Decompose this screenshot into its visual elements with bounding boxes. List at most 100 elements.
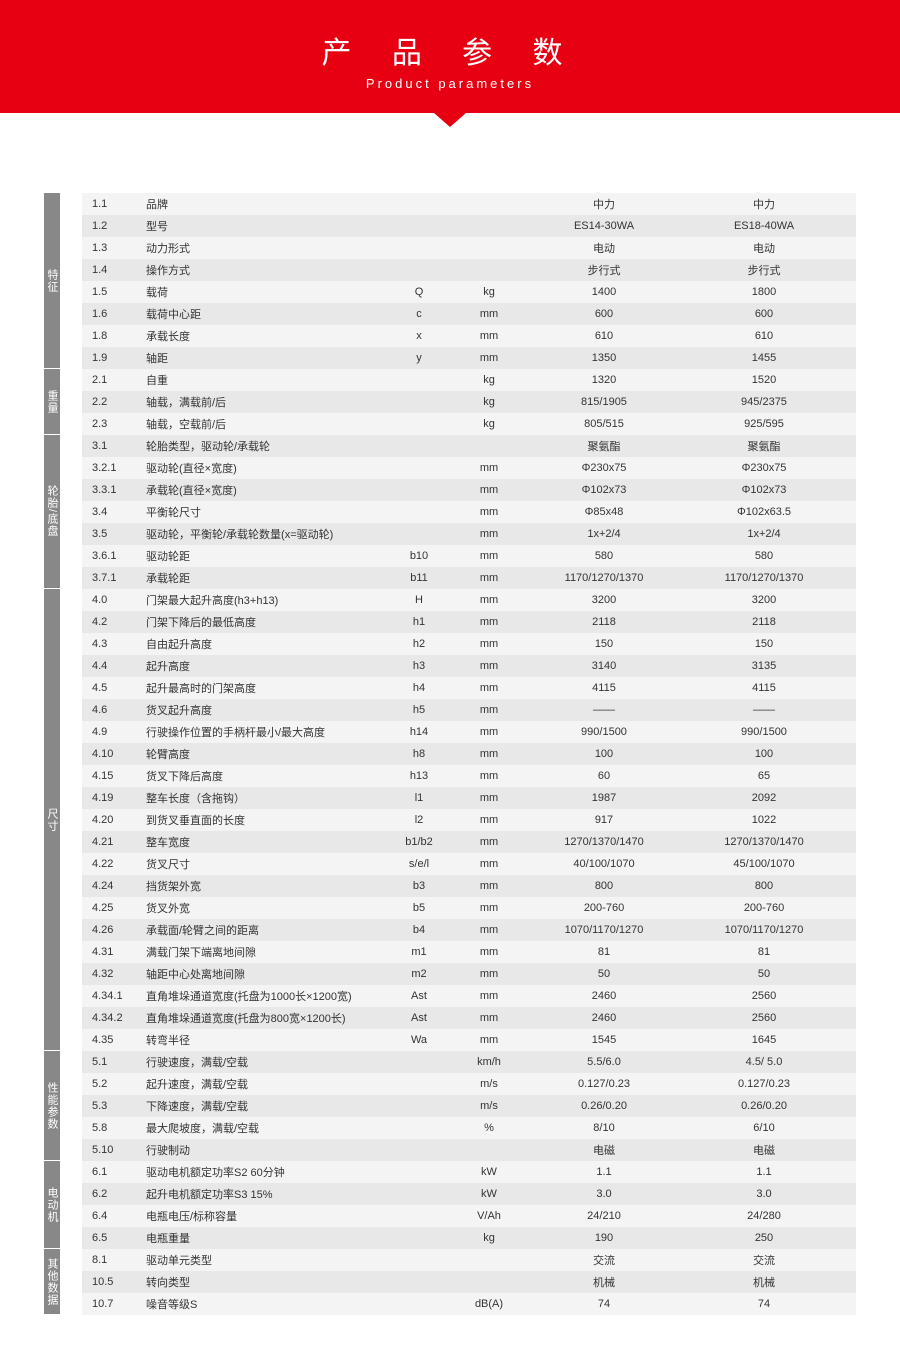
cell-value-model1: 3200 xyxy=(524,589,684,611)
table-row: 5.10行驶制动电磁电磁 xyxy=(82,1139,856,1161)
table-row: 4.20到货叉垂直面的长度l2mm9171022 xyxy=(82,809,856,831)
cell-parameter-name: 驱动轮(直径×宽度) xyxy=(146,457,384,479)
cell-index: 6.1 xyxy=(82,1161,146,1183)
cell-value-model1: 150 xyxy=(524,633,684,655)
table-row: 4.9行驶操作位置的手柄杆最小/最大高度h14mm990/1500990/150… xyxy=(82,721,856,743)
table-row: 1.9轴距ymm13501455 xyxy=(82,347,856,369)
cell-symbol: h8 xyxy=(384,743,454,765)
cell-value-model2: 100 xyxy=(684,743,844,765)
cell-symbol xyxy=(384,1271,454,1293)
cell-unit: kg xyxy=(454,369,524,391)
cell-index: 1.6 xyxy=(82,303,146,325)
cell-value-model1: 990/1500 xyxy=(524,721,684,743)
cell-value-model2: Φ230x75 xyxy=(684,457,844,479)
cell-value-model2: 电磁 xyxy=(684,1139,844,1161)
cell-symbol xyxy=(384,479,454,501)
cell-index: 4.10 xyxy=(82,743,146,765)
table-row: 10.5转向类型机械机械 xyxy=(82,1271,856,1293)
table-row: 8.1驱动单元类型交流交流 xyxy=(82,1249,856,1271)
cell-value-model2: 2560 xyxy=(684,1007,844,1029)
cell-index: 5.10 xyxy=(82,1139,146,1161)
cell-symbol: s/e/l xyxy=(384,853,454,875)
cell-value-model2: Φ102x63.5 xyxy=(684,501,844,523)
cell-value-model2: 1520 xyxy=(684,369,844,391)
cell-unit: mm xyxy=(454,787,524,809)
cell-value-model2: 0.127/0.23 xyxy=(684,1073,844,1095)
cell-value-model1: 8/10 xyxy=(524,1117,684,1139)
cell-value-model2: 4.5/ 5.0 xyxy=(684,1051,844,1073)
cell-symbol xyxy=(384,501,454,523)
cell-unit: mm xyxy=(454,589,524,611)
cell-symbol xyxy=(384,1073,454,1095)
cell-unit: mm xyxy=(454,963,524,985)
table-row: 4.5起升最高时的门架高度h4mm41154115 xyxy=(82,677,856,699)
table-row: 4.24挡货架外宽b3mm800800 xyxy=(82,875,856,897)
category-label: 尺寸 xyxy=(44,589,60,1051)
cell-unit: mm xyxy=(454,919,524,941)
cell-unit: mm xyxy=(454,655,524,677)
cell-symbol xyxy=(384,215,454,237)
cell-parameter-name: 转弯半径 xyxy=(146,1029,384,1051)
cell-symbol: b3 xyxy=(384,875,454,897)
cell-symbol: h4 xyxy=(384,677,454,699)
cell-unit: km/h xyxy=(454,1051,524,1073)
cell-parameter-name: 门架下降后的最低高度 xyxy=(146,611,384,633)
header-banner: 产 品 参 数 Product parameters xyxy=(0,0,900,113)
cell-index: 4.2 xyxy=(82,611,146,633)
cell-parameter-name: 直角堆垛通道宽度(托盘为800宽×1200长) xyxy=(146,1007,384,1029)
cell-unit: mm xyxy=(454,743,524,765)
cell-parameter-name: 轮臂高度 xyxy=(146,743,384,765)
cell-value-model2: 945/2375 xyxy=(684,391,844,413)
table-row: 4.0门架最大起升高度(h3+h13)Hmm32003200 xyxy=(82,589,856,611)
cell-index: 4.32 xyxy=(82,963,146,985)
cell-value-model1: 1270/1370/1470 xyxy=(524,831,684,853)
cell-parameter-name: 操作方式 xyxy=(146,259,384,281)
cell-value-model1: 电磁 xyxy=(524,1139,684,1161)
cell-unit: mm xyxy=(454,941,524,963)
cell-value-model1: 190 xyxy=(524,1227,684,1249)
cell-value-model2: 1170/1270/1370 xyxy=(684,567,844,589)
cell-value-model2: 中力 xyxy=(684,193,844,215)
cell-index: 2.1 xyxy=(82,369,146,391)
cell-unit: mm xyxy=(454,501,524,523)
cell-unit: mm xyxy=(454,303,524,325)
cell-value-model1: 3140 xyxy=(524,655,684,677)
table-row: 6.1驱动电机额定功率S2 60分钟kW1.11.1 xyxy=(82,1161,856,1183)
cell-index: 1.4 xyxy=(82,259,146,281)
cell-symbol: Ast xyxy=(384,985,454,1007)
cell-parameter-name: 行驶操作位置的手柄杆最小/最大高度 xyxy=(146,721,384,743)
cell-parameter-name: 承载轮距 xyxy=(146,567,384,589)
cell-index: 4.22 xyxy=(82,853,146,875)
cell-symbol: Ast xyxy=(384,1007,454,1029)
cell-symbol: b11 xyxy=(384,567,454,589)
cell-unit xyxy=(454,215,524,237)
cell-value-model1: 800 xyxy=(524,875,684,897)
cell-symbol xyxy=(384,1139,454,1161)
data-column: 1.1品牌中力中力1.2型号ES14-30WAES18-40WA1.3动力形式电… xyxy=(82,193,856,1315)
cell-parameter-name: 驱动轮距 xyxy=(146,545,384,567)
table-row: 2.1自重kg13201520 xyxy=(82,369,856,391)
cell-unit xyxy=(454,435,524,457)
cell-symbol: Q xyxy=(384,281,454,303)
cell-index: 4.9 xyxy=(82,721,146,743)
cell-unit: mm xyxy=(454,831,524,853)
cell-index: 4.25 xyxy=(82,897,146,919)
cell-value-model2: 1455 xyxy=(684,347,844,369)
cell-index: 1.1 xyxy=(82,193,146,215)
category-label: 性能参数 xyxy=(44,1051,60,1161)
cell-value-model2: 1022 xyxy=(684,809,844,831)
header-title: 产 品 参 数 xyxy=(0,28,900,72)
cell-symbol: m1 xyxy=(384,941,454,963)
table-row: 5.8最大爬坡度，满载/空载%8/106/10 xyxy=(82,1117,856,1139)
table-row: 4.21整车宽度b1/b2mm1270/1370/14701270/1370/1… xyxy=(82,831,856,853)
cell-index: 10.7 xyxy=(82,1293,146,1315)
cell-value-model2: 0.26/0.20 xyxy=(684,1095,844,1117)
cell-unit: mm xyxy=(454,699,524,721)
table-row: 1.1品牌中力中力 xyxy=(82,193,856,215)
cell-unit: mm xyxy=(454,325,524,347)
cell-unit: mm xyxy=(454,479,524,501)
cell-parameter-name: 平衡轮尺寸 xyxy=(146,501,384,523)
cell-value-model1: 电动 xyxy=(524,237,684,259)
cell-value-model1: Φ102x73 xyxy=(524,479,684,501)
table-row: 4.3自由起升高度h2mm150150 xyxy=(82,633,856,655)
